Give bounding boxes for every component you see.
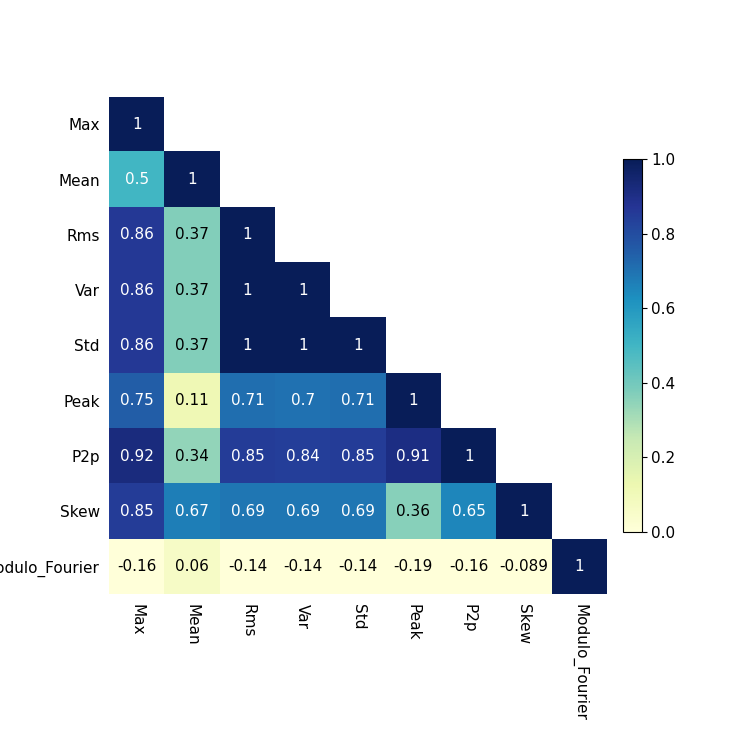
Text: 1: 1 [574,559,584,574]
Text: 0.7: 0.7 [291,393,315,408]
Text: 1: 1 [243,338,252,353]
Text: 0.65: 0.65 [452,503,486,519]
Text: 1: 1 [132,117,142,132]
Text: 0.37: 0.37 [176,283,209,298]
Text: 1: 1 [354,338,363,353]
Text: -0.14: -0.14 [228,559,268,574]
Text: 0.71: 0.71 [230,393,265,408]
Text: 1: 1 [519,503,529,519]
Text: 0.06: 0.06 [176,559,209,574]
Text: 0.86: 0.86 [120,227,154,243]
Text: 1: 1 [409,393,418,408]
Text: 0.86: 0.86 [120,338,154,353]
Text: 1: 1 [243,283,252,298]
Text: 0.85: 0.85 [341,448,375,464]
Text: -0.14: -0.14 [284,559,322,574]
Text: 0.91: 0.91 [397,448,430,464]
Text: 1: 1 [464,448,474,464]
Text: -0.089: -0.089 [499,559,548,574]
Text: 0.69: 0.69 [230,503,265,519]
Text: 0.37: 0.37 [176,338,209,353]
Text: 1: 1 [243,227,252,243]
Text: 0.69: 0.69 [341,503,375,519]
Text: -0.16: -0.16 [449,559,488,574]
Text: 1: 1 [298,283,308,298]
Text: 0.85: 0.85 [230,448,265,464]
Text: -0.16: -0.16 [117,559,157,574]
Text: 0.37: 0.37 [176,227,209,243]
Text: 0.71: 0.71 [341,393,375,408]
Text: 0.85: 0.85 [120,503,154,519]
Text: 0.92: 0.92 [120,448,154,464]
Text: 0.86: 0.86 [120,283,154,298]
Text: -0.19: -0.19 [394,559,433,574]
Text: 0.34: 0.34 [176,448,209,464]
Text: 1: 1 [187,172,197,187]
Text: 0.5: 0.5 [125,172,149,187]
Text: 0.84: 0.84 [286,448,320,464]
Text: 1: 1 [298,338,308,353]
Text: -0.14: -0.14 [338,559,378,574]
Text: 0.67: 0.67 [176,503,209,519]
Text: 0.11: 0.11 [176,393,209,408]
Text: 0.75: 0.75 [120,393,154,408]
Text: 0.69: 0.69 [286,503,320,519]
Text: 0.36: 0.36 [397,503,430,519]
